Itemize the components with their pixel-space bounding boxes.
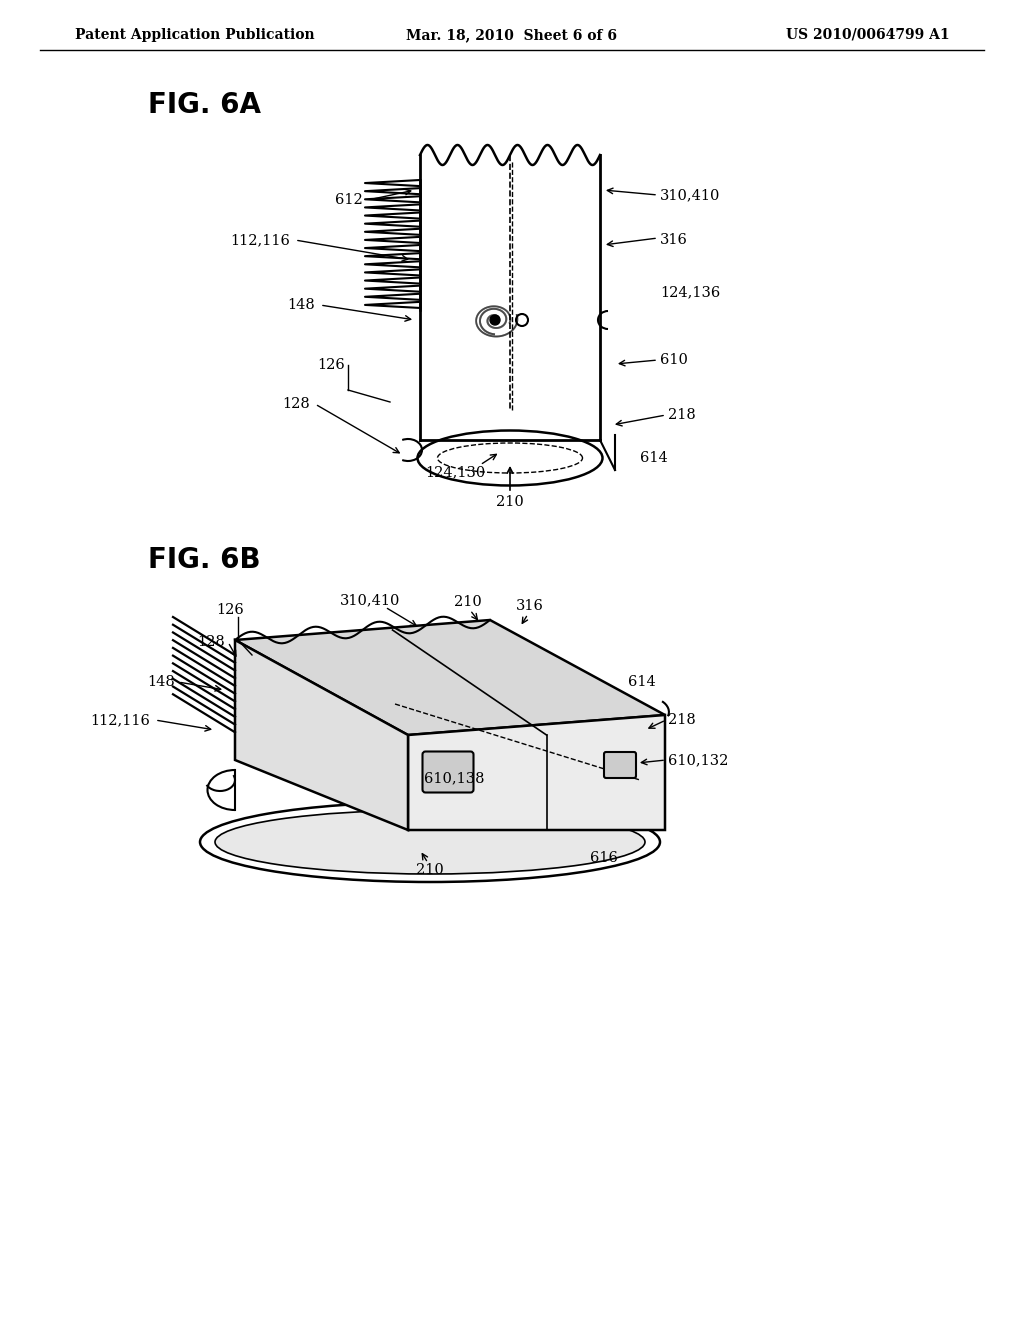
Text: 126: 126 (317, 358, 345, 372)
Text: FIG. 6B: FIG. 6B (148, 546, 261, 574)
Text: 610,138: 610,138 (424, 771, 484, 785)
Text: 112,116: 112,116 (230, 234, 290, 247)
Text: 310,410: 310,410 (660, 187, 720, 202)
Text: 112,116: 112,116 (90, 713, 150, 727)
Text: 316: 316 (660, 234, 688, 247)
Text: 610,132: 610,132 (668, 752, 728, 767)
Text: 124,130: 124,130 (425, 465, 485, 479)
Text: 128: 128 (283, 397, 310, 411)
Polygon shape (408, 715, 665, 830)
Ellipse shape (418, 430, 602, 486)
Polygon shape (234, 620, 665, 735)
FancyBboxPatch shape (604, 752, 636, 777)
Text: 128: 128 (198, 635, 225, 649)
Text: 148: 148 (288, 298, 315, 312)
FancyBboxPatch shape (423, 751, 473, 792)
Text: 612: 612 (335, 193, 362, 207)
Text: FIG. 6A: FIG. 6A (148, 91, 261, 119)
Circle shape (490, 315, 500, 325)
Text: 210: 210 (496, 495, 524, 510)
Text: 614: 614 (640, 451, 668, 465)
Text: 148: 148 (147, 675, 175, 689)
Text: 610: 610 (660, 352, 688, 367)
Text: Mar. 18, 2010  Sheet 6 of 6: Mar. 18, 2010 Sheet 6 of 6 (407, 28, 617, 42)
Text: 310,410: 310,410 (340, 593, 400, 607)
Text: 316: 316 (516, 599, 544, 612)
Text: 218: 218 (668, 713, 695, 727)
Text: US 2010/0064799 A1: US 2010/0064799 A1 (786, 28, 950, 42)
Text: 616: 616 (590, 851, 617, 865)
Text: Patent Application Publication: Patent Application Publication (75, 28, 314, 42)
Text: 124,136: 124,136 (660, 285, 720, 300)
Text: 126: 126 (216, 603, 244, 616)
Text: 218: 218 (668, 408, 695, 422)
Ellipse shape (215, 810, 645, 874)
Polygon shape (234, 640, 408, 830)
Text: 210: 210 (454, 595, 482, 609)
Ellipse shape (200, 803, 660, 882)
Text: 210: 210 (416, 863, 443, 876)
Text: 614: 614 (628, 675, 655, 689)
